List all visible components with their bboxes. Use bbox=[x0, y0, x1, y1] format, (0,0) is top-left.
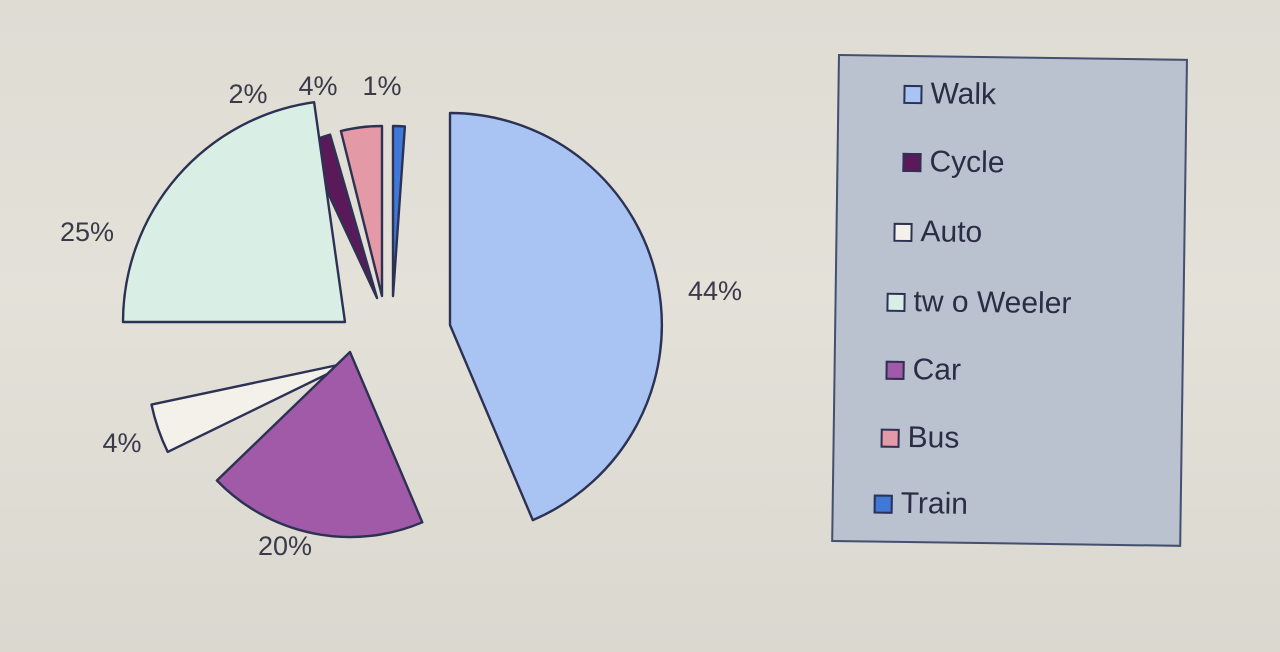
legend-item-walk: Walk bbox=[903, 77, 996, 112]
pie-slice-tw-o-weeler bbox=[121, 101, 347, 324]
data-label-cycle: 2% bbox=[228, 79, 267, 109]
data-label-walk: 44% bbox=[688, 276, 742, 306]
legend-label-walk: Walk bbox=[930, 77, 997, 112]
legend-swatch-bus bbox=[880, 428, 900, 448]
legend-swatch-train bbox=[873, 494, 893, 514]
legend-item-cycle: Cycle bbox=[902, 145, 1005, 180]
legend-item-train: Train bbox=[873, 487, 968, 522]
legend-label-tw-o-weeler: tw o Weeler bbox=[913, 285, 1072, 321]
legend-swatch-car bbox=[885, 360, 905, 380]
legend-label-bus: Bus bbox=[907, 421, 960, 455]
pie-slice-car bbox=[215, 350, 424, 539]
pie-slice-walk bbox=[448, 111, 663, 522]
legend-label-car: Car bbox=[912, 353, 962, 387]
pie-slice-train bbox=[391, 124, 407, 298]
legend-swatch-auto bbox=[893, 222, 913, 242]
pie-slice-bus bbox=[339, 124, 384, 298]
legend-item-auto: Auto bbox=[893, 215, 982, 250]
data-label-auto: 4% bbox=[102, 428, 141, 458]
legend-item-tw-o-weeler: tw o Weeler bbox=[886, 285, 1072, 322]
legend-label-train: Train bbox=[900, 486, 969, 521]
legend-swatch-tw-o-weeler bbox=[886, 292, 906, 312]
data-label-train: 1% bbox=[362, 71, 401, 101]
legend-label-auto: Auto bbox=[920, 215, 983, 250]
data-label-car: 20% bbox=[258, 531, 312, 561]
legend-label-cycle: Cycle bbox=[929, 145, 1005, 180]
legend-item-bus: Bus bbox=[880, 421, 960, 456]
legend-swatch-walk bbox=[903, 84, 923, 104]
pie-slice-auto bbox=[150, 360, 354, 454]
data-label-tw-o-weeler: 25% bbox=[60, 217, 114, 247]
legend: Walk Cycle Auto tw o Weeler Car Bus Train bbox=[831, 54, 1188, 547]
legend-swatch-cycle bbox=[902, 152, 922, 172]
data-label-bus: 4% bbox=[298, 71, 337, 101]
legend-item-car: Car bbox=[885, 353, 961, 388]
